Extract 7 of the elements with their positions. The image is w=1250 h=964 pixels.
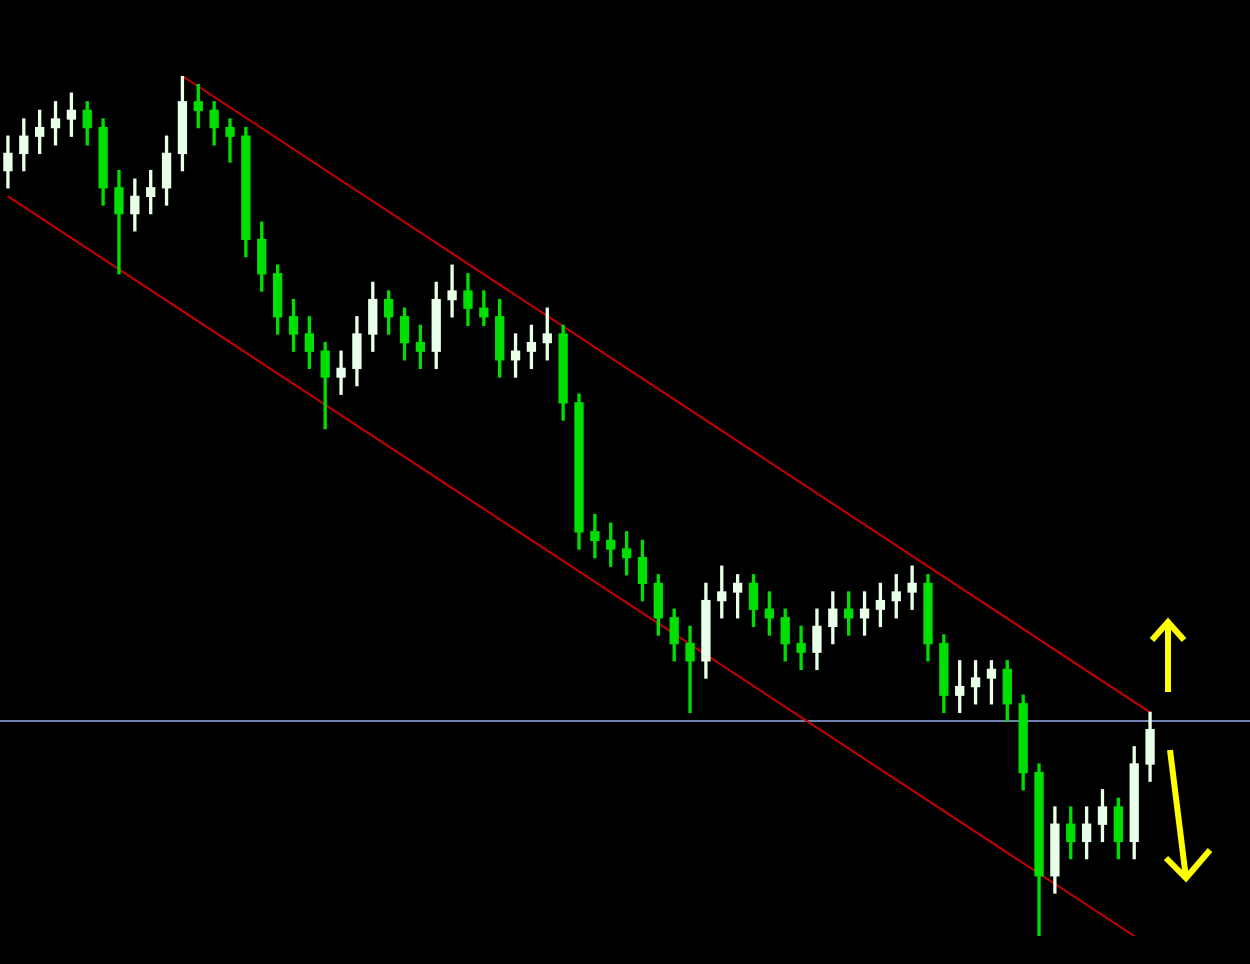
candlestick (447, 264, 457, 318)
candlestick (225, 118, 235, 163)
candlestick (336, 350, 346, 395)
candlestick (796, 625, 806, 671)
candlestick (590, 513, 600, 559)
candlestick (907, 565, 917, 610)
candlestick (685, 625, 695, 714)
